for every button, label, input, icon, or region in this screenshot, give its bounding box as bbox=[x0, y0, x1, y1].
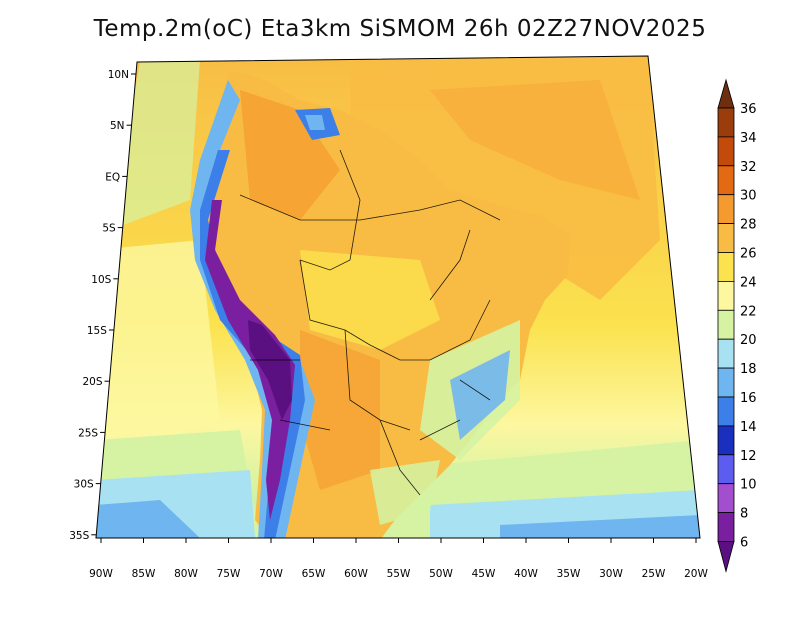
lon-label: 70W bbox=[259, 568, 283, 580]
lat-label: 5N bbox=[110, 120, 125, 132]
colorbar-top-arrow bbox=[717, 78, 735, 109]
colorbar-label: 24 bbox=[740, 275, 757, 290]
colorbar: 36 34 32 30 28 26 24 22 20 18 16 14 12 10 8 6 bbox=[717, 78, 757, 574]
longitude-axis: 90W 85W 80W 75W 70W 65W 60W 55W 50W 45W 40W 35W 30W 2… bbox=[89, 538, 708, 580]
lat-label: 30S bbox=[74, 479, 94, 491]
lat-label: 25S bbox=[78, 427, 98, 439]
lat-label: 10N bbox=[108, 69, 129, 81]
colorbar-swatch bbox=[717, 367, 735, 398]
colorbar-swatch bbox=[717, 280, 735, 311]
colorbar-label: 26 bbox=[740, 247, 757, 262]
lat-label: 10S bbox=[91, 274, 111, 286]
lon-label: 20W bbox=[684, 568, 708, 580]
colorbar-label: 16 bbox=[740, 391, 757, 406]
colorbar-swatch bbox=[717, 194, 735, 224]
lon-label: 90W bbox=[89, 568, 113, 580]
colorbar-label: 28 bbox=[740, 218, 757, 233]
lon-label: 85W bbox=[132, 568, 156, 580]
colorbar-label: 18 bbox=[740, 362, 757, 377]
lat-label: 15S bbox=[87, 325, 107, 337]
colorbar-label: 10 bbox=[740, 478, 757, 493]
lon-label: 55W bbox=[387, 568, 411, 580]
colorbar-label: 12 bbox=[740, 449, 757, 464]
lat-label: EQ bbox=[105, 171, 120, 183]
lat-label: 20S bbox=[82, 376, 102, 388]
lon-label: 80W bbox=[174, 568, 198, 580]
colorbar-label: 20 bbox=[740, 333, 757, 348]
colorbar-label: 34 bbox=[740, 131, 757, 146]
colorbar-label: 14 bbox=[740, 420, 757, 435]
lon-label: 35W bbox=[557, 568, 581, 580]
colorbar-swatch bbox=[717, 252, 735, 282]
colorbar-swatch bbox=[717, 223, 735, 253]
colorbar-swatch bbox=[717, 136, 735, 167]
lon-label: 45W bbox=[472, 568, 496, 580]
colorbar-swatch bbox=[717, 309, 735, 340]
colorbar-swatch bbox=[717, 425, 735, 456]
colorbar-label: 30 bbox=[740, 189, 757, 204]
lon-label: 30W bbox=[599, 568, 623, 580]
colorbar-swatch bbox=[717, 512, 735, 542]
colorbar-swatch bbox=[717, 107, 735, 138]
colorbar-label: 6 bbox=[740, 536, 748, 551]
lon-label: 75W bbox=[217, 568, 241, 580]
colorbar-swatch bbox=[717, 483, 735, 514]
lat-label: 35S bbox=[69, 530, 89, 542]
colorbar-swatch bbox=[717, 396, 735, 427]
lat-label: 5S bbox=[102, 223, 116, 235]
colorbar-swatch bbox=[717, 165, 735, 196]
colorbar-swatch bbox=[717, 454, 735, 485]
colorbar-label: 32 bbox=[740, 160, 757, 175]
colorbar-label: 8 bbox=[740, 507, 748, 522]
lon-label: 65W bbox=[302, 568, 326, 580]
lon-label: 60W bbox=[344, 568, 368, 580]
lon-label: 50W bbox=[429, 568, 453, 580]
colorbar-label: 36 bbox=[740, 102, 757, 117]
lon-label: 40W bbox=[514, 568, 538, 580]
colorbar-swatch bbox=[717, 338, 735, 369]
latitude-axis: 10N 5N EQ 5S 10S 15S 20S 25S 30S 35S bbox=[69, 69, 136, 542]
colorbar-label: 22 bbox=[740, 304, 757, 319]
colorbar-bottom-arrow bbox=[717, 541, 735, 574]
temperature-field bbox=[96, 56, 700, 538]
lon-label: 25W bbox=[642, 568, 666, 580]
map-title: Temp.2m(oC) Eta3km SiSMOM 26h 02Z27NOV20… bbox=[93, 16, 707, 42]
